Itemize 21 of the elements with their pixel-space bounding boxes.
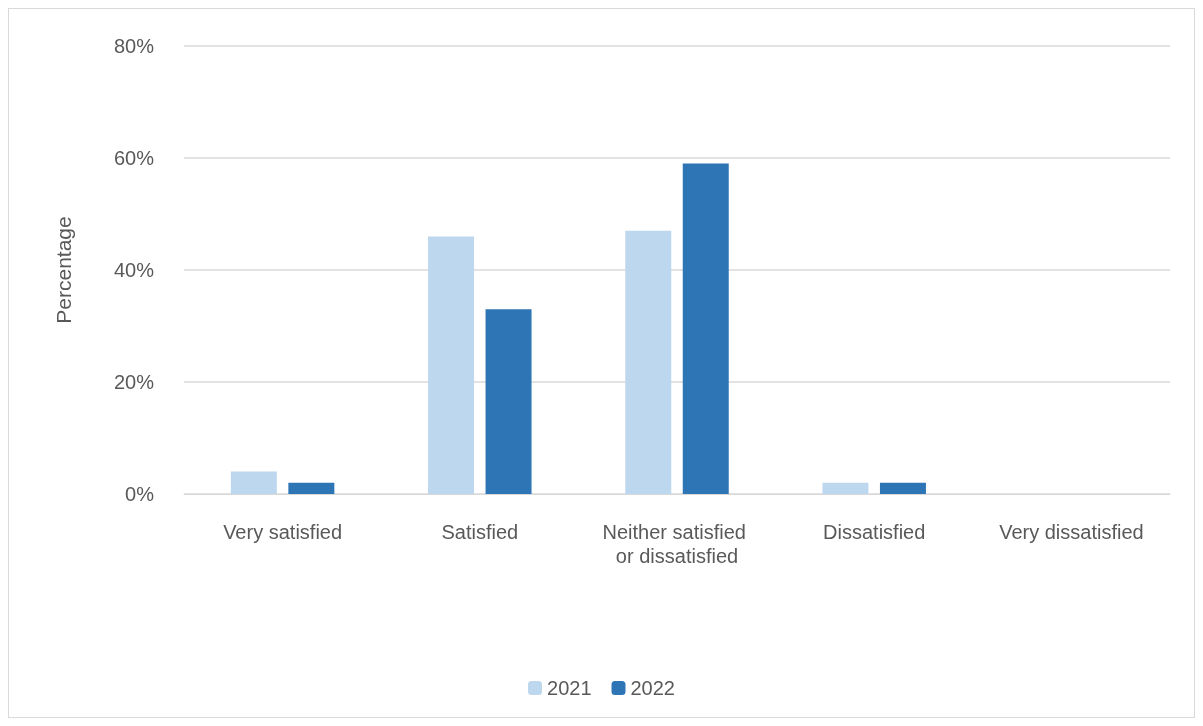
- legend-label: 2022: [630, 677, 675, 699]
- y-axis-title: Percentage: [52, 216, 75, 324]
- bar: [879, 482, 926, 494]
- y-tick-label: 60%: [113, 147, 155, 169]
- bar: [288, 482, 335, 494]
- y-tick-label: 80%: [113, 35, 155, 57]
- x-tick-label: Dissatisfied: [823, 521, 926, 543]
- legend-label: 2021: [547, 677, 592, 699]
- x-tick-label: Satisfied: [441, 521, 519, 543]
- x-tick-label: Very dissatisfied: [999, 521, 1144, 543]
- y-tick-label: 20%: [113, 371, 155, 393]
- x-tick-label: Very satisfied: [223, 521, 343, 543]
- x-tick-label: Neither satisfied or dissatisfied: [602, 521, 752, 567]
- bar: [822, 482, 869, 494]
- bar: [682, 163, 729, 494]
- bar: [625, 230, 672, 494]
- y-tick-label: 40%: [113, 259, 155, 281]
- y-tick-label: 0%: [125, 483, 155, 505]
- bar: [485, 309, 532, 494]
- bar: [230, 471, 277, 494]
- bar: [428, 236, 475, 494]
